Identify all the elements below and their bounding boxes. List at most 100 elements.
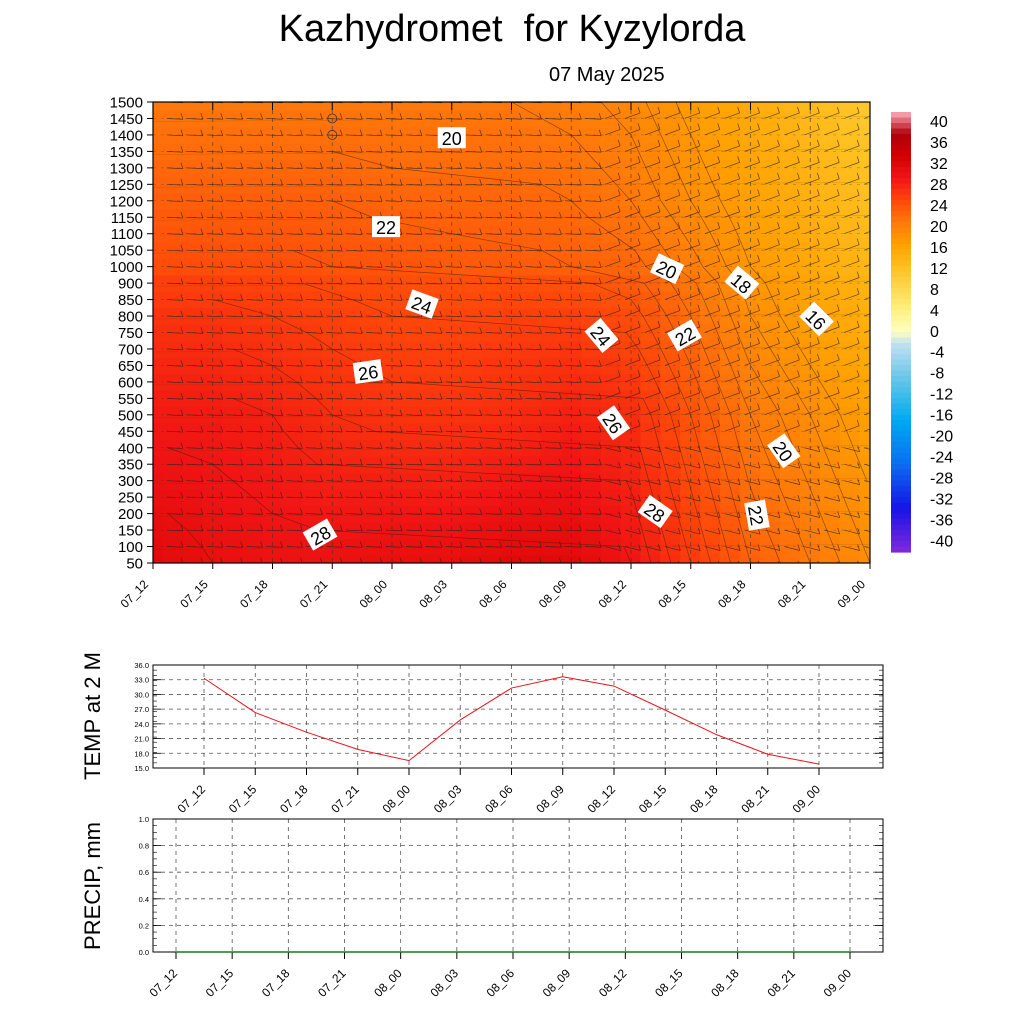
wind-barb [346, 529, 363, 532]
wind-barb [386, 282, 403, 285]
wind-barb [525, 151, 542, 153]
wind-barb [386, 266, 403, 268]
x-tick-label: 07_15 [203, 966, 237, 1000]
wind-barb [346, 480, 363, 482]
wind-barb-feather [459, 294, 463, 301]
wind-barb-feather [578, 327, 582, 334]
wind-barb-feather [519, 228, 522, 235]
wind-barb-feather [717, 544, 721, 551]
wind-barb [286, 200, 303, 202]
wind-barb-feather [559, 195, 562, 202]
wind-barb-feather [499, 261, 502, 268]
wind-barb-feather [717, 478, 721, 485]
wind-barb [804, 244, 820, 251]
y-tick-label: 650 [118, 358, 143, 375]
wind-barb [724, 392, 740, 399]
wind-barb-feather [419, 376, 423, 383]
wind-barb [704, 277, 720, 284]
y-tick-label: 0.4 [139, 895, 149, 904]
wind-barb [306, 216, 323, 219]
wind-barb [863, 529, 870, 532]
wind-barb-feather [180, 442, 184, 449]
colorbar-swatch [891, 409, 911, 416]
wind-barb [664, 463, 681, 469]
wind-barb-feather [837, 462, 841, 469]
wind-barb [226, 414, 243, 416]
wind-barb-feather [856, 320, 860, 328]
wind-barb-feather [180, 458, 184, 466]
wind-barb [844, 162, 860, 169]
colorbar-label: -16 [930, 408, 953, 425]
colorbar-label: -12 [930, 387, 953, 404]
wind-barb-feather [697, 304, 701, 311]
wind-barb [724, 260, 740, 267]
wind-barb [724, 162, 740, 169]
wind-barb [525, 299, 542, 301]
wind-barb-feather [180, 310, 184, 317]
wind-barb [186, 496, 203, 499]
wind-barb-feather [638, 91, 640, 97]
wind-barb-feather [300, 129, 303, 136]
wind-barb [764, 546, 781, 551]
wind-barb [346, 233, 363, 235]
y-tick-label: 0.2 [139, 921, 149, 930]
wind-barb-feather [578, 179, 582, 186]
wind-barb-feather [797, 527, 801, 535]
contour-label-bg [724, 265, 760, 300]
wind-barb-feather [180, 508, 184, 515]
wind-barb-feather [816, 238, 820, 245]
wind-barb [863, 313, 870, 317]
wind-barb [764, 310, 780, 317]
page-subtitle: 07 May 2025 [549, 64, 665, 86]
wind-barb [844, 447, 860, 453]
wind-barb-feather [737, 255, 740, 262]
wind-barb [704, 211, 720, 218]
wind-barb-feather [260, 327, 263, 334]
wind-barb [246, 513, 263, 515]
field-cell [153, 389, 164, 408]
wind-barb-feather [479, 524, 483, 531]
wind-barb [863, 115, 870, 119]
wind-barb [485, 398, 502, 400]
wind-barb [246, 398, 263, 400]
wind-barb [804, 227, 820, 235]
wind-barb [425, 529, 442, 532]
wind-barb-feather [539, 310, 542, 317]
colorbar-swatch [891, 480, 911, 487]
wind-barb [166, 529, 183, 532]
wind-barb-feather [617, 370, 621, 377]
wind-barb [266, 134, 283, 137]
wind-barb [266, 529, 283, 532]
wind-barb-feather [339, 458, 343, 466]
field-cell [182, 554, 204, 563]
x-tick-label: 08_12 [596, 577, 630, 611]
wind-barb [684, 480, 701, 485]
wind-barb-feather [657, 222, 661, 229]
wind-barb [306, 233, 323, 235]
wind-barb [644, 546, 661, 551]
colorbar-label: 12 [930, 261, 948, 278]
wind-barb-feather [737, 462, 741, 469]
colorbar-swatch [891, 519, 911, 526]
wind-barb [445, 299, 462, 301]
wind-barb [804, 513, 820, 518]
field-cell [153, 356, 164, 375]
wind-barb [804, 194, 820, 202]
wind-barb-feather [339, 146, 343, 153]
wind-barb-feather [379, 409, 383, 416]
wind-barb-feather [280, 508, 283, 515]
wind-barb [624, 425, 641, 432]
wind-barb [784, 293, 800, 300]
wind-barb [565, 200, 582, 202]
y-tick-label: 30.0 [134, 690, 149, 699]
wind-barb-feather [777, 337, 780, 344]
wind-barb [724, 227, 740, 235]
wind-barb [744, 162, 760, 169]
wind-barb [505, 233, 522, 235]
field-cell [600, 102, 622, 111]
wind-barb [624, 343, 641, 350]
field-cell [481, 102, 503, 111]
wind-barb-feather [637, 403, 641, 410]
field-cell [153, 109, 164, 128]
wind-barb [485, 529, 502, 532]
